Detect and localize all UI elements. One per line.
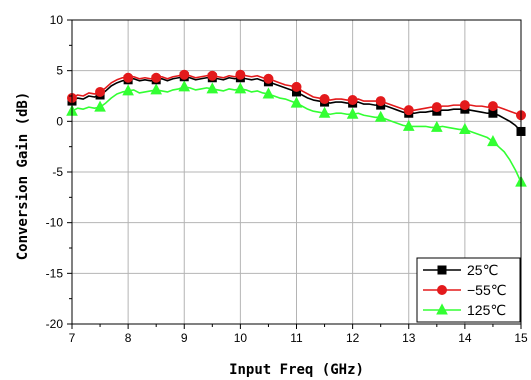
- legend: 25℃ −55℃ 125℃: [416, 257, 521, 323]
- data-point: [234, 82, 247, 94]
- data-point: [150, 83, 163, 95]
- y-axis-title: Conversion Gain (dB): [15, 92, 31, 261]
- y-tick-label: -15: [46, 266, 64, 280]
- series-2: [66, 80, 527, 187]
- data-point: [290, 96, 303, 108]
- series-layer: [66, 69, 527, 187]
- legend-item-125c: 125℃: [423, 302, 506, 318]
- y-tick-label: -5: [52, 165, 63, 179]
- data-point: [206, 82, 219, 94]
- data-point: [262, 87, 275, 99]
- data-point: [178, 80, 191, 92]
- legend-marker-25c: [437, 265, 447, 275]
- x-tick-label: 14: [458, 331, 472, 345]
- data-point: [402, 119, 415, 131]
- data-point: [207, 70, 218, 81]
- x-axis-title: Input Freq (GHz): [229, 362, 364, 378]
- legend-label-25c: 25℃: [467, 262, 498, 278]
- data-point: [291, 81, 302, 92]
- data-point: [375, 96, 386, 107]
- y-tick-label: -20: [46, 317, 64, 331]
- legend-marker-minus55c: [437, 285, 447, 295]
- x-tick-label: 13: [402, 331, 416, 345]
- data-point: [403, 105, 414, 116]
- legend-marker-125c: [436, 303, 448, 315]
- data-point: [459, 100, 470, 111]
- data-point: [151, 72, 162, 83]
- data-point: [235, 69, 246, 80]
- x-tick-label: 11: [290, 331, 303, 345]
- legend-marker: [436, 303, 448, 315]
- data-point: [487, 101, 498, 112]
- series-1: [67, 69, 526, 121]
- data-point: [319, 94, 330, 105]
- data-point: [430, 120, 443, 132]
- legend-label-125c: 125℃: [467, 302, 506, 318]
- data-point: [179, 69, 190, 80]
- data-point: [374, 110, 387, 122]
- y-tick-label: 0: [56, 114, 63, 128]
- data-point: [122, 84, 134, 96]
- x-tick-label: 10: [234, 331, 248, 345]
- x-tick-label: 9: [181, 331, 188, 345]
- x-tick-label: 15: [514, 331, 528, 345]
- data-point: [318, 106, 331, 118]
- legend-item-25c: 25℃: [423, 262, 498, 278]
- x-tick-label: 7: [69, 331, 76, 345]
- legend-marker: [437, 265, 447, 275]
- data-point: [94, 100, 106, 112]
- data-point: [459, 122, 471, 134]
- y-tick-label: 5: [56, 64, 63, 78]
- data-point: [347, 95, 358, 106]
- data-point: [346, 107, 359, 119]
- y-tick-label: 10: [50, 13, 64, 27]
- data-point: [487, 135, 499, 147]
- tick-labels: 7 8 9 10 11 12 13 14 15 -20 -15 -10 -5 0 5 10: [46, 13, 528, 345]
- data-point: [95, 86, 106, 97]
- legend-label-minus55c: −55℃: [467, 282, 506, 298]
- legend-item-minus55c: −55℃: [423, 282, 506, 298]
- x-tick-label: 12: [346, 331, 360, 345]
- y-tick-label: -10: [46, 216, 64, 230]
- axis-ticks: [67, 19, 522, 329]
- data-point: [431, 102, 442, 113]
- legend-marker: [437, 285, 447, 295]
- data-point: [263, 73, 274, 84]
- data-point: [123, 72, 134, 83]
- x-tick-label: 8: [125, 331, 132, 345]
